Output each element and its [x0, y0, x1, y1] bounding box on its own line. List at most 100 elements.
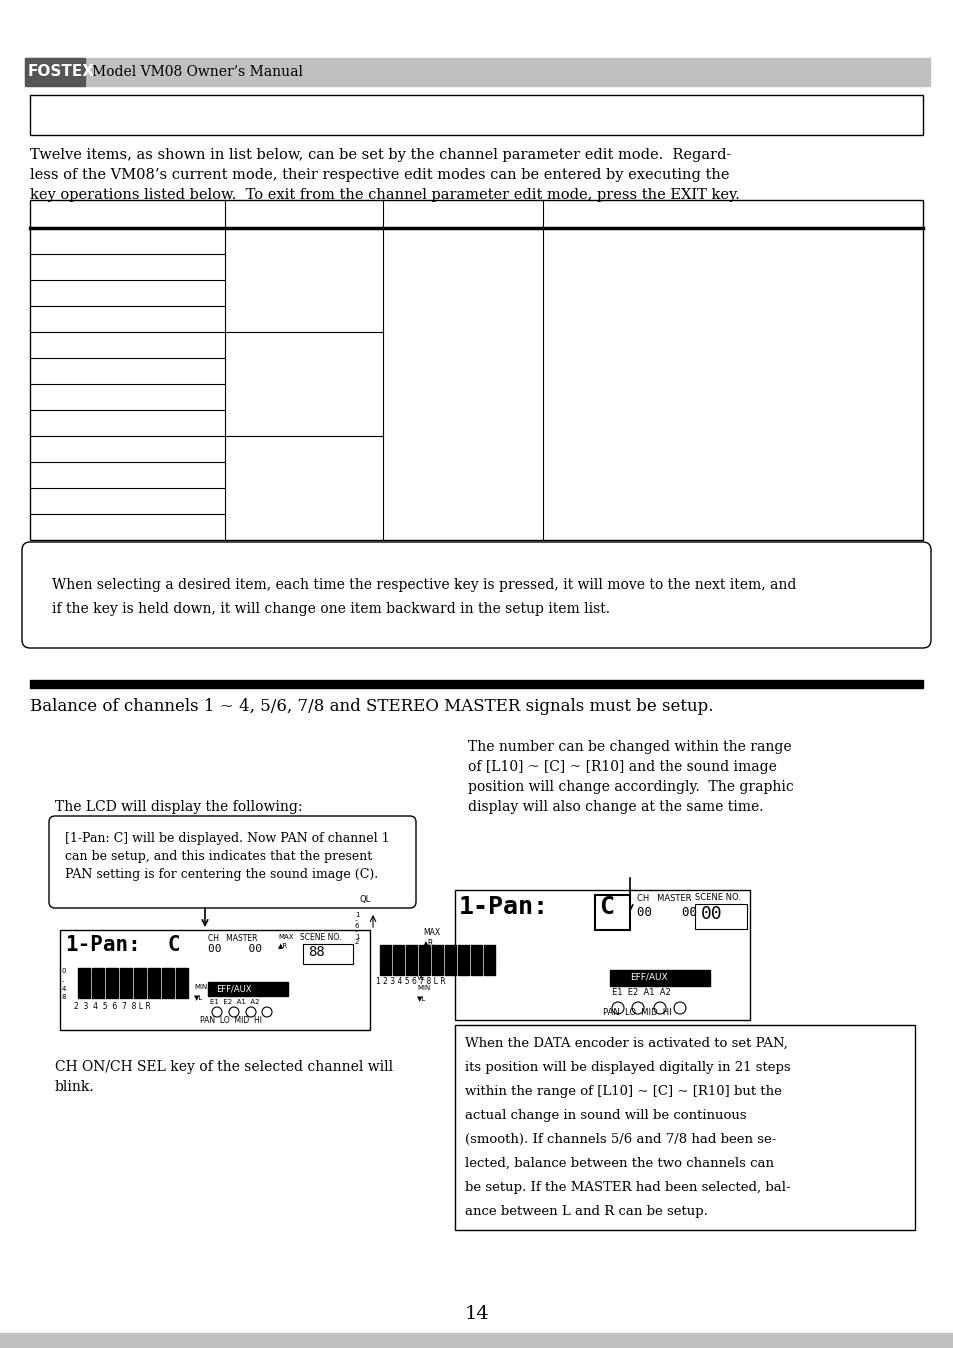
Bar — [0, 1333, 953, 1348]
Bar — [25, 58, 929, 86]
Circle shape — [262, 1007, 272, 1016]
Text: EFF/AUX: EFF/AUX — [629, 972, 667, 981]
Text: less of the VM08’s current mode, their respective edit modes can be entered by e: less of the VM08’s current mode, their r… — [30, 168, 729, 182]
Text: The LCD will display the following:: The LCD will display the following: — [55, 799, 302, 814]
Text: ▼L: ▼L — [416, 995, 426, 1002]
Bar — [91, 968, 104, 998]
Bar — [406, 945, 416, 975]
Circle shape — [654, 1002, 665, 1014]
Bar — [393, 945, 403, 975]
FancyBboxPatch shape — [49, 816, 416, 909]
Text: [1-Pan: C] will be displayed. Now PAN of channel 1: [1-Pan: C] will be displayed. Now PAN of… — [65, 832, 389, 845]
Text: ance between L and R can be setup.: ance between L and R can be setup. — [464, 1205, 707, 1219]
Text: -: - — [62, 979, 65, 984]
Text: MAX: MAX — [277, 934, 294, 940]
Text: be setup. If the MASTER had been selected, bal-: be setup. If the MASTER had been selecte… — [464, 1181, 790, 1194]
Text: position will change accordingly.  The graphic: position will change accordingly. The gr… — [468, 780, 793, 794]
Bar — [303, 944, 353, 964]
Bar — [418, 945, 430, 975]
Text: SCENE NO.: SCENE NO. — [695, 892, 740, 902]
Bar — [483, 945, 495, 975]
Bar — [208, 981, 288, 996]
Bar — [379, 945, 391, 975]
Bar — [175, 968, 188, 998]
Text: QL: QL — [359, 895, 371, 905]
Bar — [30, 94, 923, 135]
Circle shape — [212, 1007, 222, 1016]
Bar — [78, 968, 90, 998]
Circle shape — [612, 1002, 623, 1014]
Text: 2  3  4  5  6  7  8 L R: 2 3 4 5 6 7 8 L R — [74, 1002, 151, 1011]
FancyBboxPatch shape — [22, 542, 930, 648]
Bar — [471, 945, 481, 975]
Text: key operations listed below.  To exit from the channel parameter edit mode, pres: key operations listed below. To exit fro… — [30, 187, 740, 202]
Text: 00    00: 00 00 — [637, 906, 697, 919]
Text: if the key is held down, it will change one item backward in the setup item list: if the key is held down, it will change … — [52, 603, 609, 616]
Text: Model VM08 Owner’s Manual: Model VM08 Owner’s Manual — [91, 65, 303, 80]
Text: within the range of [L10] ~ [C] ~ [R10] but the: within the range of [L10] ~ [C] ~ [R10] … — [464, 1085, 781, 1099]
Text: E1  E2  A1  A2: E1 E2 A1 A2 — [612, 988, 670, 998]
Text: MIN: MIN — [193, 984, 207, 989]
Text: CH ON/CH SEL key of the selected channel will: CH ON/CH SEL key of the selected channel… — [55, 1060, 393, 1074]
Text: 00: 00 — [700, 905, 722, 923]
Text: CH   MASTER: CH MASTER — [637, 894, 691, 903]
Text: 1
-
6
-
1
2: 1 - 6 - 1 2 — [355, 913, 359, 945]
Text: SCENE NO.: SCENE NO. — [299, 933, 341, 942]
Text: 14: 14 — [464, 1305, 489, 1322]
Text: can be setup, and this indicates that the present: can be setup, and this indicates that th… — [65, 851, 372, 863]
Text: Balance of channels 1 ~ 4, 5/6, 7/8 and STEREO MASTER signals must be setup.: Balance of channels 1 ~ 4, 5/6, 7/8 and … — [30, 698, 713, 714]
Text: CH   MASTER: CH MASTER — [208, 934, 257, 944]
Text: VL: VL — [416, 975, 425, 981]
Bar — [695, 905, 746, 929]
Bar — [455, 890, 749, 1020]
Bar — [609, 971, 709, 985]
Bar — [30, 200, 923, 541]
Text: C: C — [598, 895, 614, 919]
Bar — [432, 945, 442, 975]
Bar — [455, 1024, 914, 1229]
Text: display will also change at the same time.: display will also change at the same tim… — [468, 799, 762, 814]
Text: 4: 4 — [62, 985, 67, 992]
Text: EFF/AUX: EFF/AUX — [215, 984, 252, 993]
Text: FOSTEX: FOSTEX — [28, 65, 95, 80]
Text: E1  E2  A1  A2: E1 E2 A1 A2 — [210, 999, 259, 1006]
Bar — [162, 968, 173, 998]
Bar — [133, 968, 146, 998]
Text: C: C — [168, 936, 180, 954]
Text: PAN  LO  MID  HI: PAN LO MID HI — [200, 1016, 262, 1024]
Bar — [457, 945, 469, 975]
Text: of [L10] ~ [C] ~ [R10] and the sound image: of [L10] ~ [C] ~ [R10] and the sound ima… — [468, 760, 776, 774]
Bar — [30, 679, 923, 687]
Bar — [148, 968, 160, 998]
Text: (smooth). If channels 5/6 and 7/8 had been se-: (smooth). If channels 5/6 and 7/8 had be… — [464, 1134, 776, 1146]
Text: actual change in sound will be continuous: actual change in sound will be continuou… — [464, 1109, 746, 1122]
Circle shape — [673, 1002, 685, 1014]
Text: lected, balance between the two channels can: lected, balance between the two channels… — [464, 1157, 773, 1170]
Circle shape — [246, 1007, 255, 1016]
Text: its position will be displayed digitally in 21 steps: its position will be displayed digitally… — [464, 1061, 790, 1074]
Text: When the DATA encoder is activated to set PAN,: When the DATA encoder is activated to se… — [464, 1037, 787, 1050]
Text: 0: 0 — [62, 968, 67, 975]
Text: blink.: blink. — [55, 1080, 94, 1095]
Bar — [595, 895, 629, 930]
Text: ▲R: ▲R — [277, 942, 288, 948]
Text: When selecting a desired item, each time the respective key is pressed, it will : When selecting a desired item, each time… — [52, 578, 796, 592]
Text: 8: 8 — [62, 993, 67, 1000]
Circle shape — [229, 1007, 239, 1016]
Text: Twelve items, as shown in list below, can be set by the channel parameter edit m: Twelve items, as shown in list below, ca… — [30, 148, 731, 162]
Bar — [444, 945, 456, 975]
Circle shape — [631, 1002, 643, 1014]
Bar — [106, 968, 118, 998]
Text: ▼L: ▼L — [193, 993, 203, 1000]
Text: PAN setting is for centering the sound image (C).: PAN setting is for centering the sound i… — [65, 868, 377, 882]
Text: MIN: MIN — [416, 985, 430, 991]
Text: ▲R: ▲R — [422, 938, 434, 948]
Text: 1 2 3 4 5 6 7 8 L R: 1 2 3 4 5 6 7 8 L R — [375, 977, 445, 985]
Text: The number can be changed within the range: The number can be changed within the ran… — [468, 740, 791, 754]
Text: PAN  LO  MID  HI: PAN LO MID HI — [602, 1008, 671, 1016]
Text: 88: 88 — [308, 945, 324, 958]
Bar — [60, 930, 370, 1030]
Text: 00    00: 00 00 — [208, 944, 262, 954]
Text: MAX: MAX — [422, 927, 439, 937]
Text: 1-Pan:: 1-Pan: — [65, 936, 141, 954]
